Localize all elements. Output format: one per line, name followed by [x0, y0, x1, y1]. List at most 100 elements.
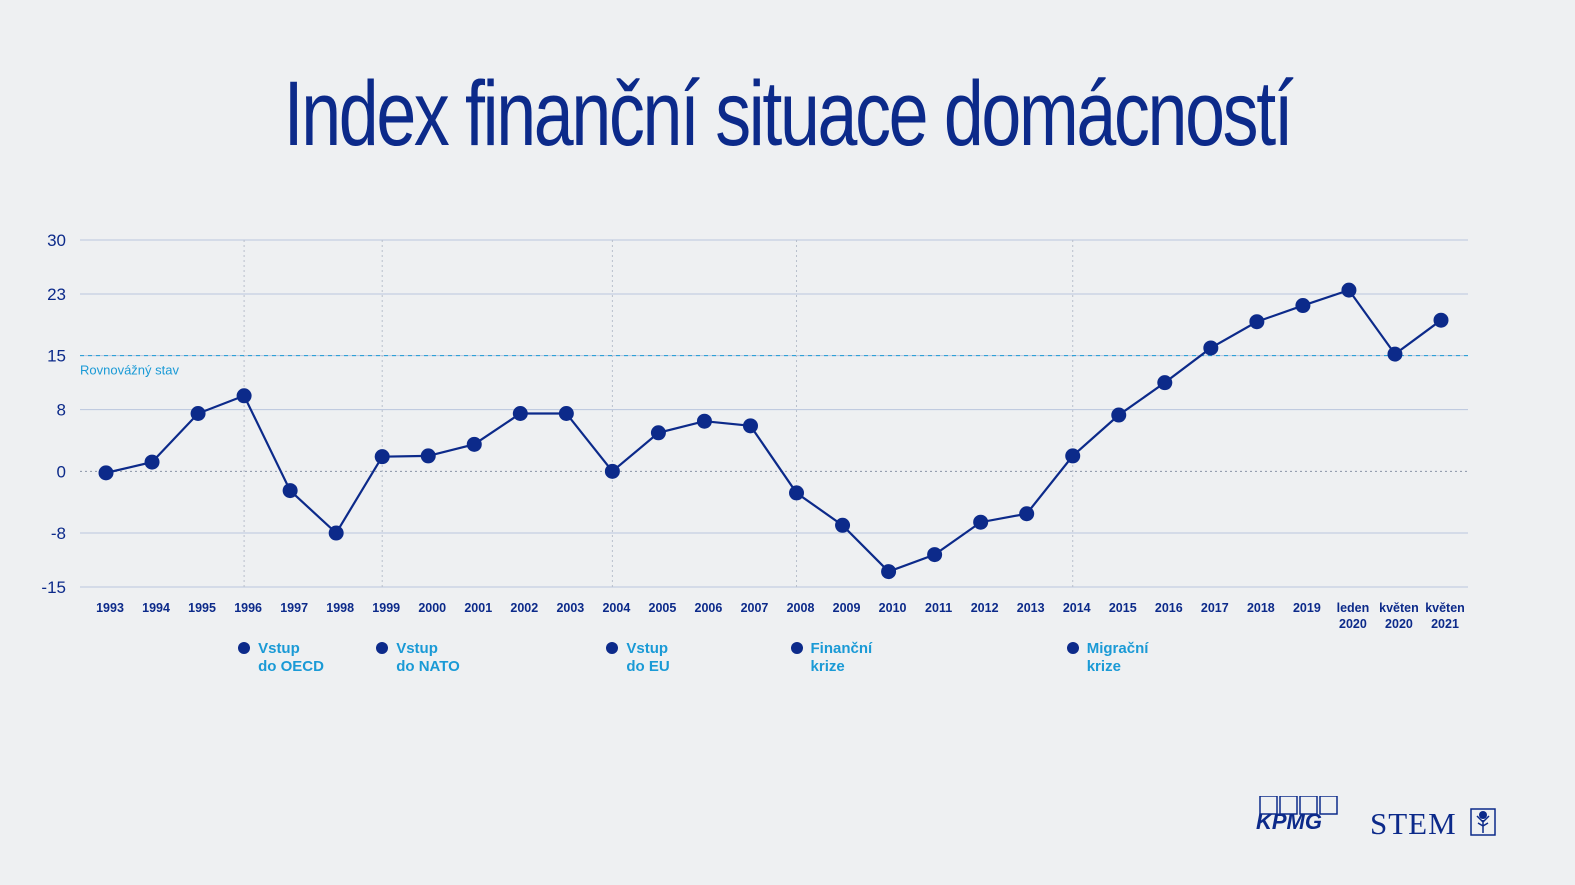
data-point [98, 465, 114, 481]
x-axis-ticks: 1993 1994 1995 1996 1997 1998 1999 2000 2001 2002… [96, 601, 1465, 631]
x-tick-label: 2015 [1109, 601, 1137, 615]
x-tick-label: 2010 [879, 601, 907, 615]
event-dot [376, 642, 389, 654]
event-line2: do EU [626, 658, 670, 675]
x-tick-label: 2009 [833, 601, 861, 615]
x-tick-label: 1999 [372, 601, 400, 615]
x-tick-label: 1997 [280, 601, 308, 615]
event-annotation: Vstup do OECD [238, 640, 324, 676]
data-point [1433, 312, 1449, 328]
grid-lines [80, 239, 1468, 588]
x-tick-label: 1996 [234, 601, 262, 615]
x-tick-label: 1993 [96, 601, 124, 615]
event-annotation: Migrační krize [1066, 640, 1149, 676]
event-line1: Finanční [810, 640, 873, 657]
x-tick-label: 1995 [188, 601, 216, 615]
data-point [1249, 314, 1265, 330]
x-tick-label: 2006 [695, 601, 723, 615]
x-tick-label: 1994 [142, 601, 170, 615]
x-tick-label: 2008 [787, 601, 815, 615]
x-tick-label: 1998 [326, 601, 354, 615]
data-point [1157, 375, 1173, 391]
x-tick-label: 2018 [1247, 601, 1275, 615]
data-point [1019, 506, 1035, 522]
event-annotation: Finanční krize [790, 640, 873, 676]
event-dot [238, 642, 251, 654]
data-point [236, 388, 252, 404]
y-tick-label: 23 [47, 285, 66, 304]
data-point [835, 517, 851, 533]
x-tick-label: 2000 [418, 601, 446, 615]
x-tick-label: květen 2020 [1379, 601, 1419, 631]
series-line [105, 288, 1442, 573]
x-tick-label: 2002 [510, 601, 538, 615]
y-tick-label: 0 [57, 462, 66, 481]
data-point [1203, 340, 1219, 356]
event-line2: krize [1086, 658, 1121, 675]
x-tick-label: 2016 [1155, 601, 1183, 615]
event-line2: krize [810, 658, 845, 675]
data-point [466, 436, 482, 452]
x-tick-label: 2013 [1017, 601, 1045, 615]
data-point [881, 564, 897, 580]
y-tick-label: 30 [47, 231, 66, 250]
data-point [282, 483, 298, 499]
event-line2: do NATO [396, 658, 460, 675]
kpmg-logo: KPMG [1256, 796, 1338, 832]
data-point [789, 485, 805, 501]
data-point [1111, 407, 1127, 423]
x-tick-label: 2004 [602, 601, 630, 615]
event-line1: Vstup [396, 640, 438, 657]
data-point [927, 547, 943, 563]
y-tick-label: -8 [51, 524, 66, 543]
event-line1: Migrační [1086, 640, 1149, 657]
data-point [1065, 448, 1081, 464]
x-tick-label: 2017 [1201, 601, 1229, 615]
x-tick-label: 2001 [464, 601, 492, 615]
event-dot [1066, 642, 1079, 654]
data-point [973, 514, 989, 530]
y-tick-label: 15 [47, 347, 66, 366]
event-line1: Vstup [258, 640, 300, 657]
stem-logo: STEM [1370, 806, 1457, 841]
data-point [1295, 298, 1311, 314]
equilibrium-label: Rovnovážný stav [80, 363, 179, 378]
data-point [558, 406, 574, 421]
data-point [742, 418, 758, 434]
tree-icon [1470, 808, 1496, 836]
x-tick-label: 2005 [649, 601, 677, 615]
data-point [144, 454, 160, 470]
svg-text:KPMG: KPMG [1256, 809, 1322, 832]
event-dot [606, 642, 619, 654]
x-tick-label: 2011 [925, 601, 952, 615]
y-axis-ticks: 30 23 15 8 0 -8 -15 [41, 231, 66, 597]
x-tick-label: 2014 [1063, 601, 1091, 615]
event-annotation: Vstup do EU [606, 640, 670, 676]
data-point [650, 425, 666, 441]
x-tick-label: 2007 [741, 601, 769, 615]
event-annotation: Vstup do NATO [376, 640, 460, 676]
x-tick-label: květen 2021 [1425, 601, 1465, 631]
event-guide-lines [243, 240, 1074, 587]
data-point [1387, 346, 1403, 362]
data-point [328, 525, 344, 541]
x-tick-label: 2019 [1293, 601, 1321, 615]
chart-title: Index finanční situace domácností [283, 63, 1294, 165]
event-line2: do OECD [258, 658, 324, 675]
y-tick-label: -15 [41, 578, 66, 597]
event-line1: Vstup [626, 640, 669, 657]
data-point [512, 406, 528, 421]
data-point [696, 413, 712, 429]
data-point [190, 406, 206, 421]
data-point [420, 448, 436, 464]
y-tick-label: 8 [57, 401, 66, 420]
data-point [374, 449, 390, 465]
x-tick-label: leden 2020 [1337, 601, 1370, 631]
x-tick-label: 2003 [556, 601, 584, 615]
data-point [604, 463, 620, 479]
data-point [1341, 282, 1357, 298]
data-points [98, 282, 1449, 580]
x-tick-label: 2012 [971, 601, 999, 615]
event-dot [790, 642, 803, 654]
